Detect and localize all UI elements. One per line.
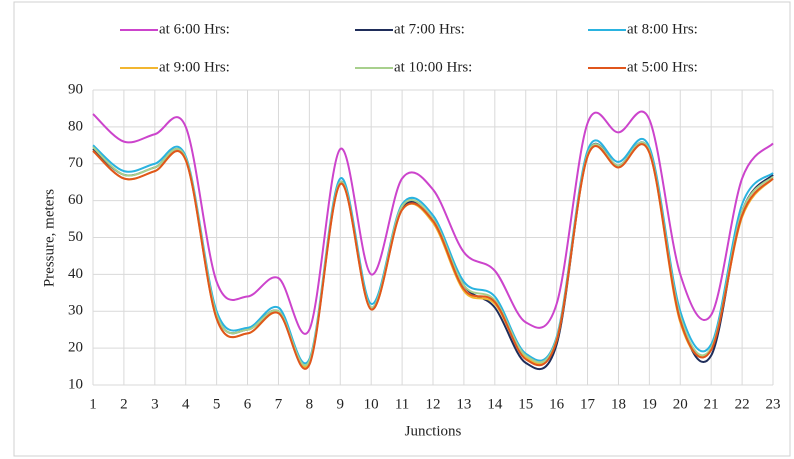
x-tick-label: 16: [549, 396, 565, 412]
y-axis-title: Pressure, meters: [41, 189, 57, 287]
x-tick-label: 10: [364, 396, 379, 412]
legend-label: at 9:00 Hrs:: [159, 59, 230, 75]
x-tick-label: 14: [487, 396, 503, 412]
y-tick-label: 60: [68, 192, 83, 208]
y-tick-label: 50: [68, 229, 83, 245]
y-tick-label: 80: [68, 118, 83, 134]
x-tick-label: 23: [766, 396, 781, 412]
x-tick-label: 15: [518, 396, 533, 412]
x-tick-label: 4: [182, 396, 190, 412]
x-tick-label: 6: [244, 396, 252, 412]
x-tick-label: 2: [120, 396, 128, 412]
x-tick-label: 5: [213, 396, 221, 412]
y-tick-label: 20: [68, 340, 83, 356]
x-tick-label: 7: [275, 396, 283, 412]
x-tick-label: 3: [151, 396, 159, 412]
legend-label: at 5:00 Hrs:: [627, 59, 698, 75]
legend-label: at 10:00 Hrs:: [394, 59, 472, 75]
x-tick-label: 9: [337, 396, 345, 412]
x-tick-label: 17: [580, 396, 596, 412]
x-tick-label: 8: [306, 396, 314, 412]
x-tick-label: 22: [735, 396, 750, 412]
series-line: [92, 143, 774, 370]
x-tick-label: 11: [395, 396, 409, 412]
y-tick-label: 30: [68, 303, 83, 319]
x-tick-label: 21: [704, 396, 719, 412]
legend-label: at 8:00 Hrs:: [627, 21, 698, 37]
x-tick-label: 13: [456, 396, 471, 412]
y-tick-label: 90: [68, 81, 83, 97]
legend-label: at 7:00 Hrs:: [394, 21, 465, 37]
x-tick-label: 1: [89, 396, 97, 412]
y-tick-label: 40: [68, 266, 83, 282]
y-tick-label: 70: [68, 155, 83, 171]
x-tick-label: 12: [426, 396, 441, 412]
legend-label: at 6:00 Hrs:: [159, 21, 230, 37]
series-line: [92, 110, 774, 335]
x-tick-label: 18: [611, 396, 626, 412]
x-tick-label: 20: [673, 396, 688, 412]
y-tick-label: 10: [68, 376, 83, 392]
x-tick-label: 19: [642, 396, 657, 412]
x-axis-title: Junctions: [405, 423, 462, 439]
